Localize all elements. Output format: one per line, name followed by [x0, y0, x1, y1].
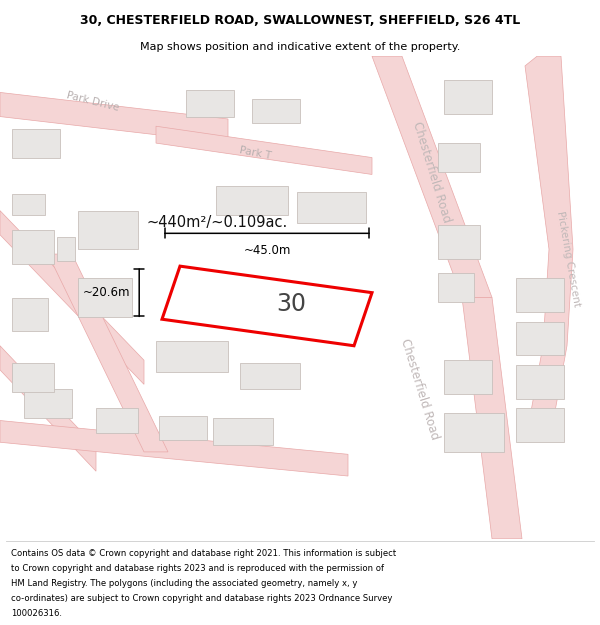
Text: co-ordinates) are subject to Crown copyright and database rights 2023 Ordnance S: co-ordinates) are subject to Crown copyr…	[11, 594, 392, 603]
Text: ~45.0m: ~45.0m	[244, 244, 290, 257]
Polygon shape	[516, 409, 564, 442]
Polygon shape	[156, 126, 372, 174]
Polygon shape	[0, 211, 144, 384]
Text: Chesterfield Road: Chesterfield Road	[410, 120, 454, 224]
Text: ~440m²/~0.109ac.: ~440m²/~0.109ac.	[147, 215, 288, 230]
Text: Chesterfield Road: Chesterfield Road	[398, 337, 442, 441]
Polygon shape	[252, 99, 300, 123]
Polygon shape	[12, 230, 54, 264]
Polygon shape	[162, 266, 372, 346]
Polygon shape	[48, 254, 168, 452]
Polygon shape	[12, 194, 45, 216]
Text: Park Drive: Park Drive	[66, 91, 120, 114]
Text: Map shows position and indicative extent of the property.: Map shows position and indicative extent…	[140, 42, 460, 52]
Polygon shape	[156, 341, 228, 372]
Polygon shape	[516, 365, 564, 399]
Polygon shape	[186, 90, 234, 116]
Polygon shape	[240, 362, 300, 389]
Polygon shape	[438, 143, 480, 172]
Polygon shape	[57, 237, 75, 261]
Polygon shape	[438, 273, 474, 302]
Polygon shape	[216, 186, 288, 214]
Polygon shape	[213, 418, 273, 444]
Polygon shape	[24, 389, 72, 418]
Polygon shape	[0, 92, 228, 143]
Polygon shape	[516, 278, 564, 312]
Text: Contains OS data © Crown copyright and database right 2021. This information is : Contains OS data © Crown copyright and d…	[11, 549, 396, 558]
Text: 30, CHESTERFIELD ROAD, SWALLOWNEST, SHEFFIELD, S26 4TL: 30, CHESTERFIELD ROAD, SWALLOWNEST, SHEF…	[80, 14, 520, 27]
Polygon shape	[12, 298, 48, 331]
Polygon shape	[525, 56, 573, 428]
Text: HM Land Registry. The polygons (including the associated geometry, namely x, y: HM Land Registry. The polygons (includin…	[11, 579, 357, 588]
Polygon shape	[444, 360, 492, 394]
Polygon shape	[78, 278, 132, 317]
Text: ~20.6m: ~20.6m	[83, 286, 130, 299]
Polygon shape	[96, 409, 138, 432]
Polygon shape	[462, 298, 522, 539]
Polygon shape	[0, 421, 348, 476]
Polygon shape	[12, 129, 60, 158]
Polygon shape	[438, 225, 480, 259]
Polygon shape	[12, 362, 54, 392]
Polygon shape	[159, 416, 207, 440]
Polygon shape	[0, 346, 96, 471]
Text: to Crown copyright and database rights 2023 and is reproduced with the permissio: to Crown copyright and database rights 2…	[11, 564, 384, 573]
Text: 100026316.: 100026316.	[11, 609, 62, 619]
Text: 30: 30	[276, 291, 306, 316]
Polygon shape	[372, 56, 492, 298]
Text: Pickering Crescent: Pickering Crescent	[556, 210, 582, 308]
Polygon shape	[516, 322, 564, 356]
Polygon shape	[78, 211, 138, 249]
Text: Park T: Park T	[238, 145, 272, 161]
Polygon shape	[297, 192, 366, 222]
Polygon shape	[444, 413, 504, 452]
Polygon shape	[444, 81, 492, 114]
